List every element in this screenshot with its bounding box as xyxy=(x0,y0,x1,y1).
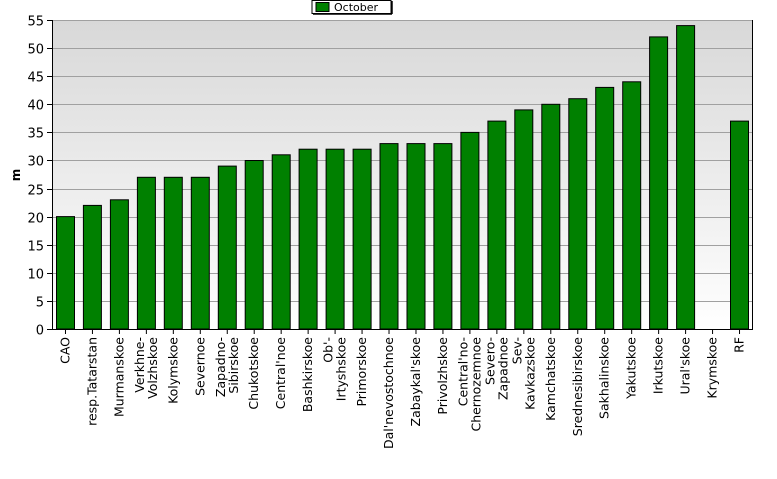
bar xyxy=(730,120,749,330)
bar xyxy=(163,176,183,330)
x-tick-label: Murmanskoe xyxy=(111,337,126,417)
y-tick-labels: 0 5 10 15 20 25 30 35 40 45 50 55 xyxy=(27,15,44,339)
x-tick-label: Primorskoe xyxy=(354,337,369,407)
bar xyxy=(568,98,588,330)
x-tick-label: Ural'skoe xyxy=(678,337,693,395)
x-tick-labels: CAO resp.Tatarstan Murmanskoe Verkhne-Volzh… xyxy=(58,337,747,449)
x-tick-label: Central'no-Chernozemnoe xyxy=(455,337,483,432)
bar xyxy=(325,148,345,330)
legend-label: October xyxy=(334,1,378,14)
x-tick-label: resp.Tatarstan xyxy=(84,337,99,426)
bar xyxy=(271,154,291,330)
x-tick-label: Privolzhskoe xyxy=(435,337,450,415)
legend: October xyxy=(311,0,393,15)
y-tick-label: 20 xyxy=(27,212,44,227)
bar xyxy=(514,109,534,330)
x-tick-label: Irkutskoe xyxy=(651,337,666,394)
bar xyxy=(622,81,642,330)
bar xyxy=(379,143,399,330)
x-tick-label: Sakhalinskoe xyxy=(597,337,612,419)
bar xyxy=(109,199,129,330)
y-tick-label: 50 xyxy=(27,43,44,58)
y-tick-label: 45 xyxy=(27,71,44,86)
y-tick-label: 15 xyxy=(27,240,44,255)
legend-swatch xyxy=(315,2,330,12)
y-tick-label: 25 xyxy=(27,184,44,199)
bar xyxy=(82,204,102,330)
axes xyxy=(47,20,753,334)
bar xyxy=(136,176,156,330)
x-tick-label: Srednesibirskoe xyxy=(570,337,585,437)
bar xyxy=(217,165,237,330)
x-tick-label: Zapadno-Sibirskoe xyxy=(213,337,241,397)
x-tick-label: Chukotskoe xyxy=(246,337,261,410)
y-tick-label: 40 xyxy=(27,99,44,114)
x-tick-label: Sev-Kavkazskoe xyxy=(509,337,537,410)
x-tick-label: Severnoe xyxy=(192,337,207,396)
y-tick-label: 35 xyxy=(27,127,44,142)
bar xyxy=(541,103,561,330)
x-tick-label: Dal'nevostochnoe xyxy=(381,337,396,449)
bar xyxy=(406,143,426,330)
y-axis-label: m xyxy=(9,169,23,182)
x-tick-label: RF xyxy=(732,337,747,353)
bar xyxy=(244,160,264,330)
bar xyxy=(649,36,669,330)
bar xyxy=(595,86,615,330)
bar xyxy=(298,148,318,330)
y-tick-label: 5 xyxy=(36,296,44,311)
x-tick-label: Yakutskoe xyxy=(624,337,639,400)
x-tick-label: Bashkirskoe xyxy=(300,337,315,412)
bar xyxy=(56,216,75,330)
x-tick-label: Kamchatskoe xyxy=(543,337,558,421)
bar xyxy=(190,176,210,330)
x-tick-label: CAO xyxy=(58,337,73,364)
bar xyxy=(433,143,453,330)
x-tick-label: Zabaykal'skoe xyxy=(408,337,423,427)
y-tick-label: 0 xyxy=(36,324,44,339)
y-tick-label: 30 xyxy=(27,155,44,170)
x-tick-label: Verkhne-Volzhskoe xyxy=(132,337,160,399)
y-tick-label: 10 xyxy=(27,268,44,283)
x-tick-label: Severo-Zapadnoe xyxy=(482,337,510,400)
bar xyxy=(487,120,507,330)
plot-area xyxy=(52,20,753,329)
bar xyxy=(352,148,372,330)
x-tick-label: Krymskoe xyxy=(705,337,720,399)
x-tick-label: Central'noe xyxy=(273,337,288,410)
y-tick-label: 55 xyxy=(27,15,44,30)
bar xyxy=(460,131,480,330)
x-tick-label: Kolymskoe xyxy=(165,337,180,404)
bar xyxy=(676,25,696,330)
x-tick-label: Ob'-Irtyshskoe xyxy=(321,337,349,402)
